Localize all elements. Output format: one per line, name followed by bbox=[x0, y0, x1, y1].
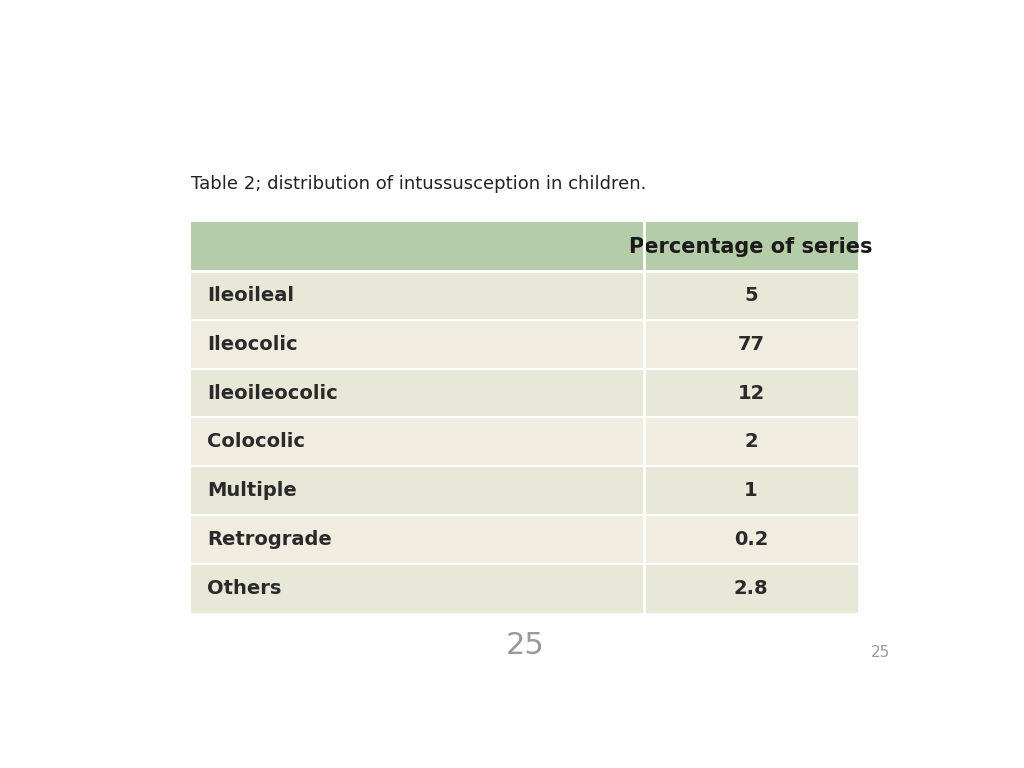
Bar bbox=[191, 222, 644, 271]
Text: 12: 12 bbox=[737, 383, 765, 402]
Text: 2.8: 2.8 bbox=[733, 578, 768, 598]
Text: 0.2: 0.2 bbox=[734, 530, 768, 549]
Text: 77: 77 bbox=[737, 335, 765, 354]
Text: Table 2; distribution of intussusception in children.: Table 2; distribution of intussusception… bbox=[191, 174, 647, 193]
Text: Percentage of series: Percentage of series bbox=[629, 237, 872, 257]
Text: Ileocolic: Ileocolic bbox=[207, 335, 298, 354]
Bar bbox=[644, 515, 858, 564]
Bar bbox=[644, 369, 858, 418]
Text: Multiple: Multiple bbox=[207, 481, 297, 500]
Bar bbox=[191, 418, 644, 466]
Bar bbox=[191, 564, 644, 613]
Bar bbox=[644, 222, 858, 271]
Bar bbox=[644, 271, 858, 319]
Bar bbox=[191, 515, 644, 564]
Text: Colocolic: Colocolic bbox=[207, 432, 305, 452]
Bar bbox=[644, 466, 858, 515]
Bar bbox=[644, 564, 858, 613]
Bar bbox=[644, 319, 858, 369]
Text: 5: 5 bbox=[744, 286, 758, 305]
Text: Ileoileocolic: Ileoileocolic bbox=[207, 383, 338, 402]
Bar bbox=[644, 418, 858, 466]
Text: 1: 1 bbox=[744, 481, 758, 500]
Bar bbox=[191, 466, 644, 515]
Bar bbox=[191, 369, 644, 418]
Bar bbox=[191, 271, 644, 319]
Text: 25: 25 bbox=[506, 631, 544, 660]
Text: 2: 2 bbox=[744, 432, 758, 452]
Text: 25: 25 bbox=[870, 645, 890, 660]
Text: Ileoileal: Ileoileal bbox=[207, 286, 294, 305]
Bar bbox=[191, 319, 644, 369]
Text: Retrograde: Retrograde bbox=[207, 530, 332, 549]
Text: Others: Others bbox=[207, 578, 282, 598]
